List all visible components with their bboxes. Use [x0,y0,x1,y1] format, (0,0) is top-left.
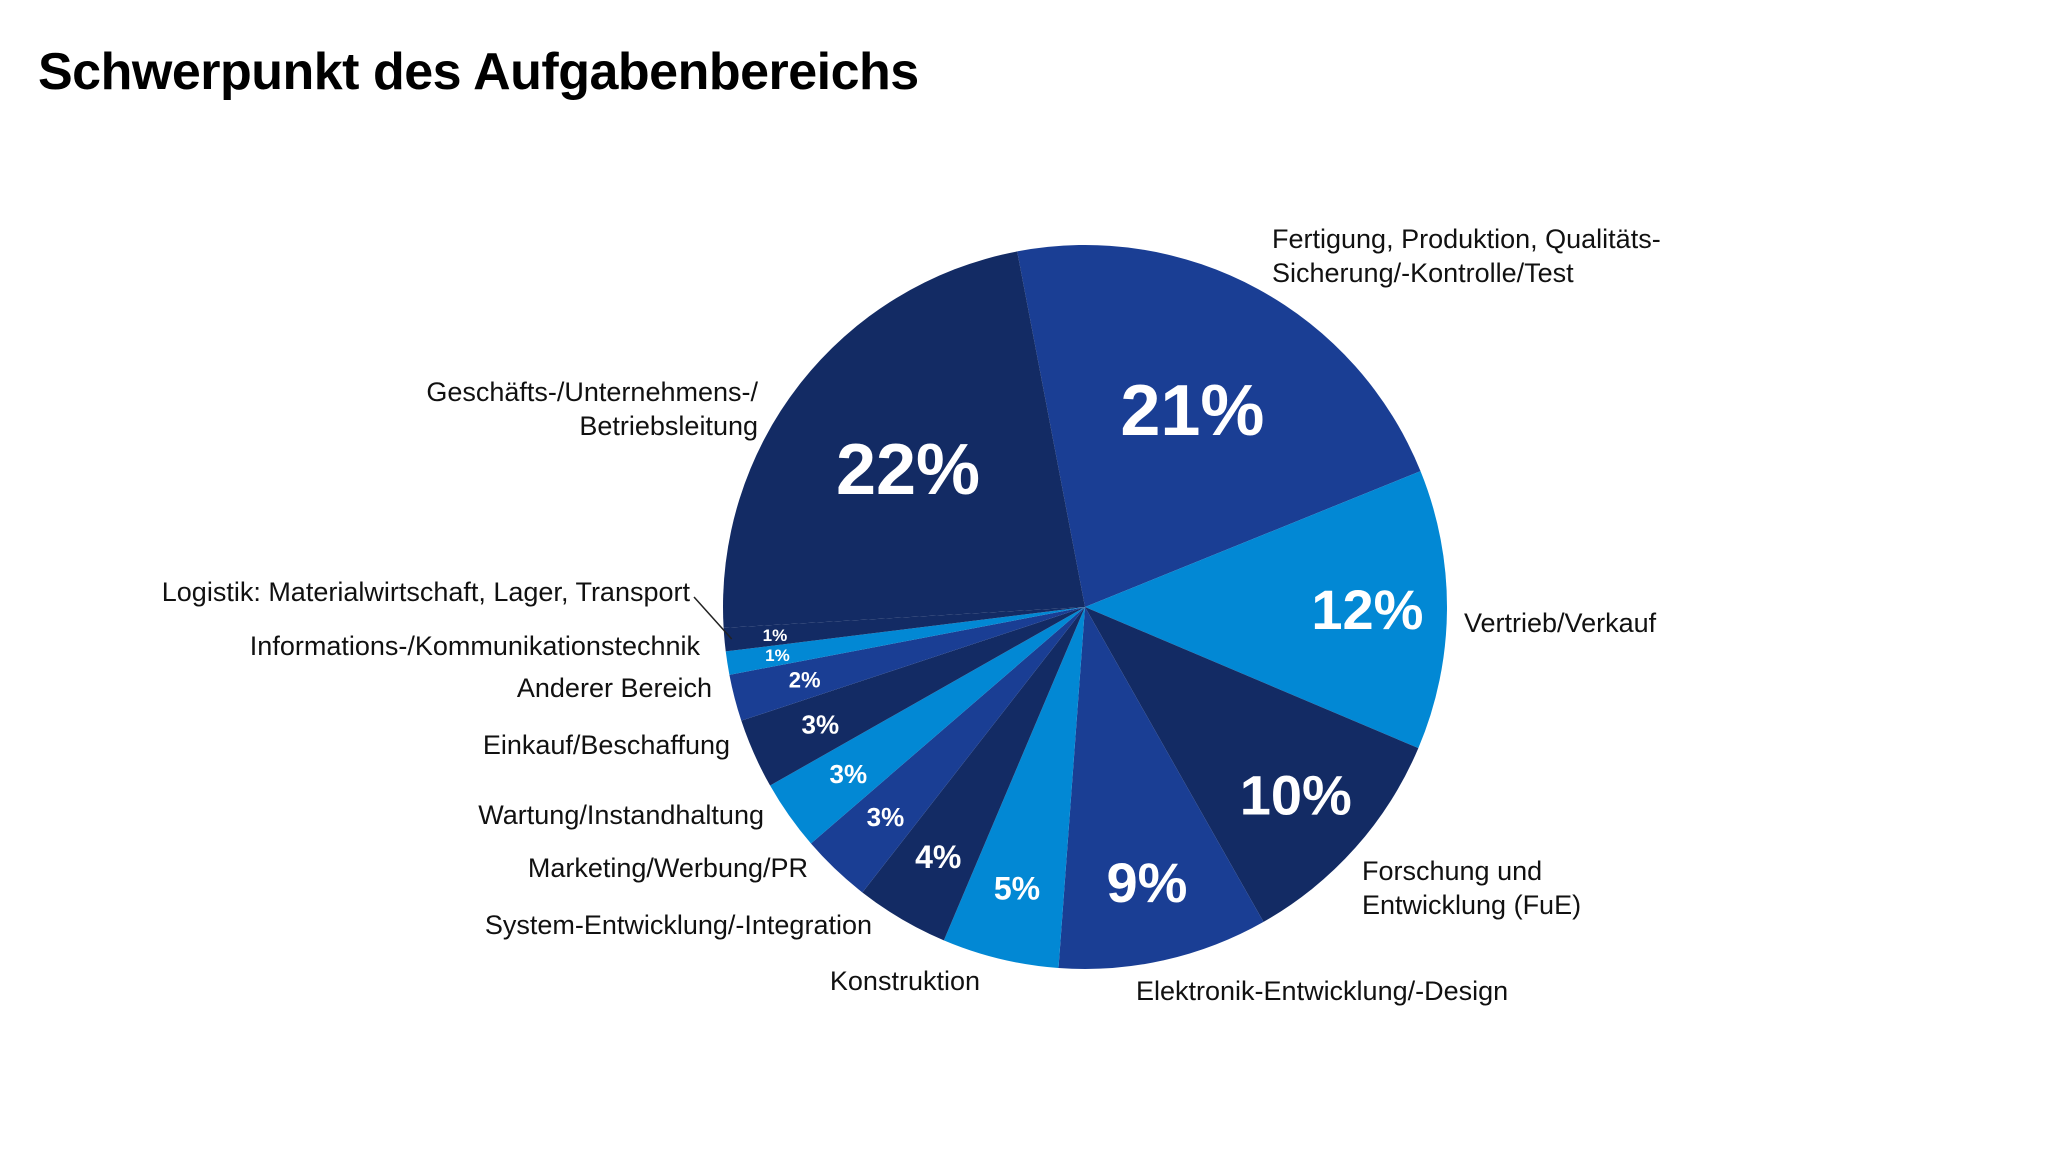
slice-category-label: System-Entwicklung/-Integration [485,910,872,940]
slice-percent-label: 4% [915,839,961,875]
pie-slice [725,607,1085,675]
slice-percent-label: 10% [1240,763,1352,826]
pie-slice [1085,471,1447,749]
slice-category-label: Informations-/Kommunikationstechnik [250,631,701,661]
category-labels: Fertigung, Produktion, Qualitäts-Sicheru… [162,224,1661,1006]
slice-category-label: Geschäfts-/Unternehmens-/Betriebsleitung [426,377,758,441]
slice-category-label: Anderer Bereich [517,673,712,703]
slice-category-label: Wartung/Instandhaltung [478,800,764,830]
pie-slice [862,607,1085,941]
pie-slice [810,607,1085,893]
pie-slice [741,607,1085,786]
pie-slice [729,607,1085,721]
slice-percent-label: 3% [867,802,905,832]
slice-percent-label: 12% [1311,578,1423,641]
slice-category-label: Einkauf/Beschaffung [483,730,730,760]
slice-category-label: Fertigung, Produktion, Qualitäts-Sicheru… [1272,224,1661,288]
slice-category-label: Konstruktion [830,966,980,996]
slice-percent-label: 21% [1120,371,1264,451]
slice-percent-label: 1% [765,646,790,665]
slice-category-label: Vertrieb/Verkauf [1464,608,1657,638]
slice-percent-label: 2% [789,668,821,693]
slice-percent-label: 9% [1107,851,1188,914]
slice-percent-label: 5% [994,871,1040,907]
pie-slice [1017,244,1421,607]
slice-percent-label: 3% [802,710,840,740]
pie-slice [1085,607,1419,922]
pie-slice [770,607,1085,844]
leader-line [693,596,733,640]
pie-slice [943,607,1085,969]
slice-category-label: Forschung und Entwicklung (FuE) [1362,856,1581,920]
slice-percent-label: 1% [763,626,788,645]
pie-slice [1058,607,1264,970]
pie-slice [723,607,1085,652]
pie-slices [722,244,1447,970]
slice-category-label: Elektronik-Entwicklung/-Design [1136,976,1508,1006]
slice-percent-label: 22% [836,430,980,510]
slice-category-label: Marketing/Werbung/PR [528,853,808,883]
leader-lines [693,596,733,640]
slice-category-label: Logistik: Materialwirtschaft, Lager, Tra… [162,577,691,607]
chart-title: Schwerpunkt des Aufgabenbereichs [38,43,919,101]
slice-percent-label: 3% [830,759,868,789]
percent-labels: 21% 12% 10% 9% 5% 4% 3% 3% 3% 2% 1%1% 22% [763,371,1424,914]
pie-slice [722,251,1085,628]
